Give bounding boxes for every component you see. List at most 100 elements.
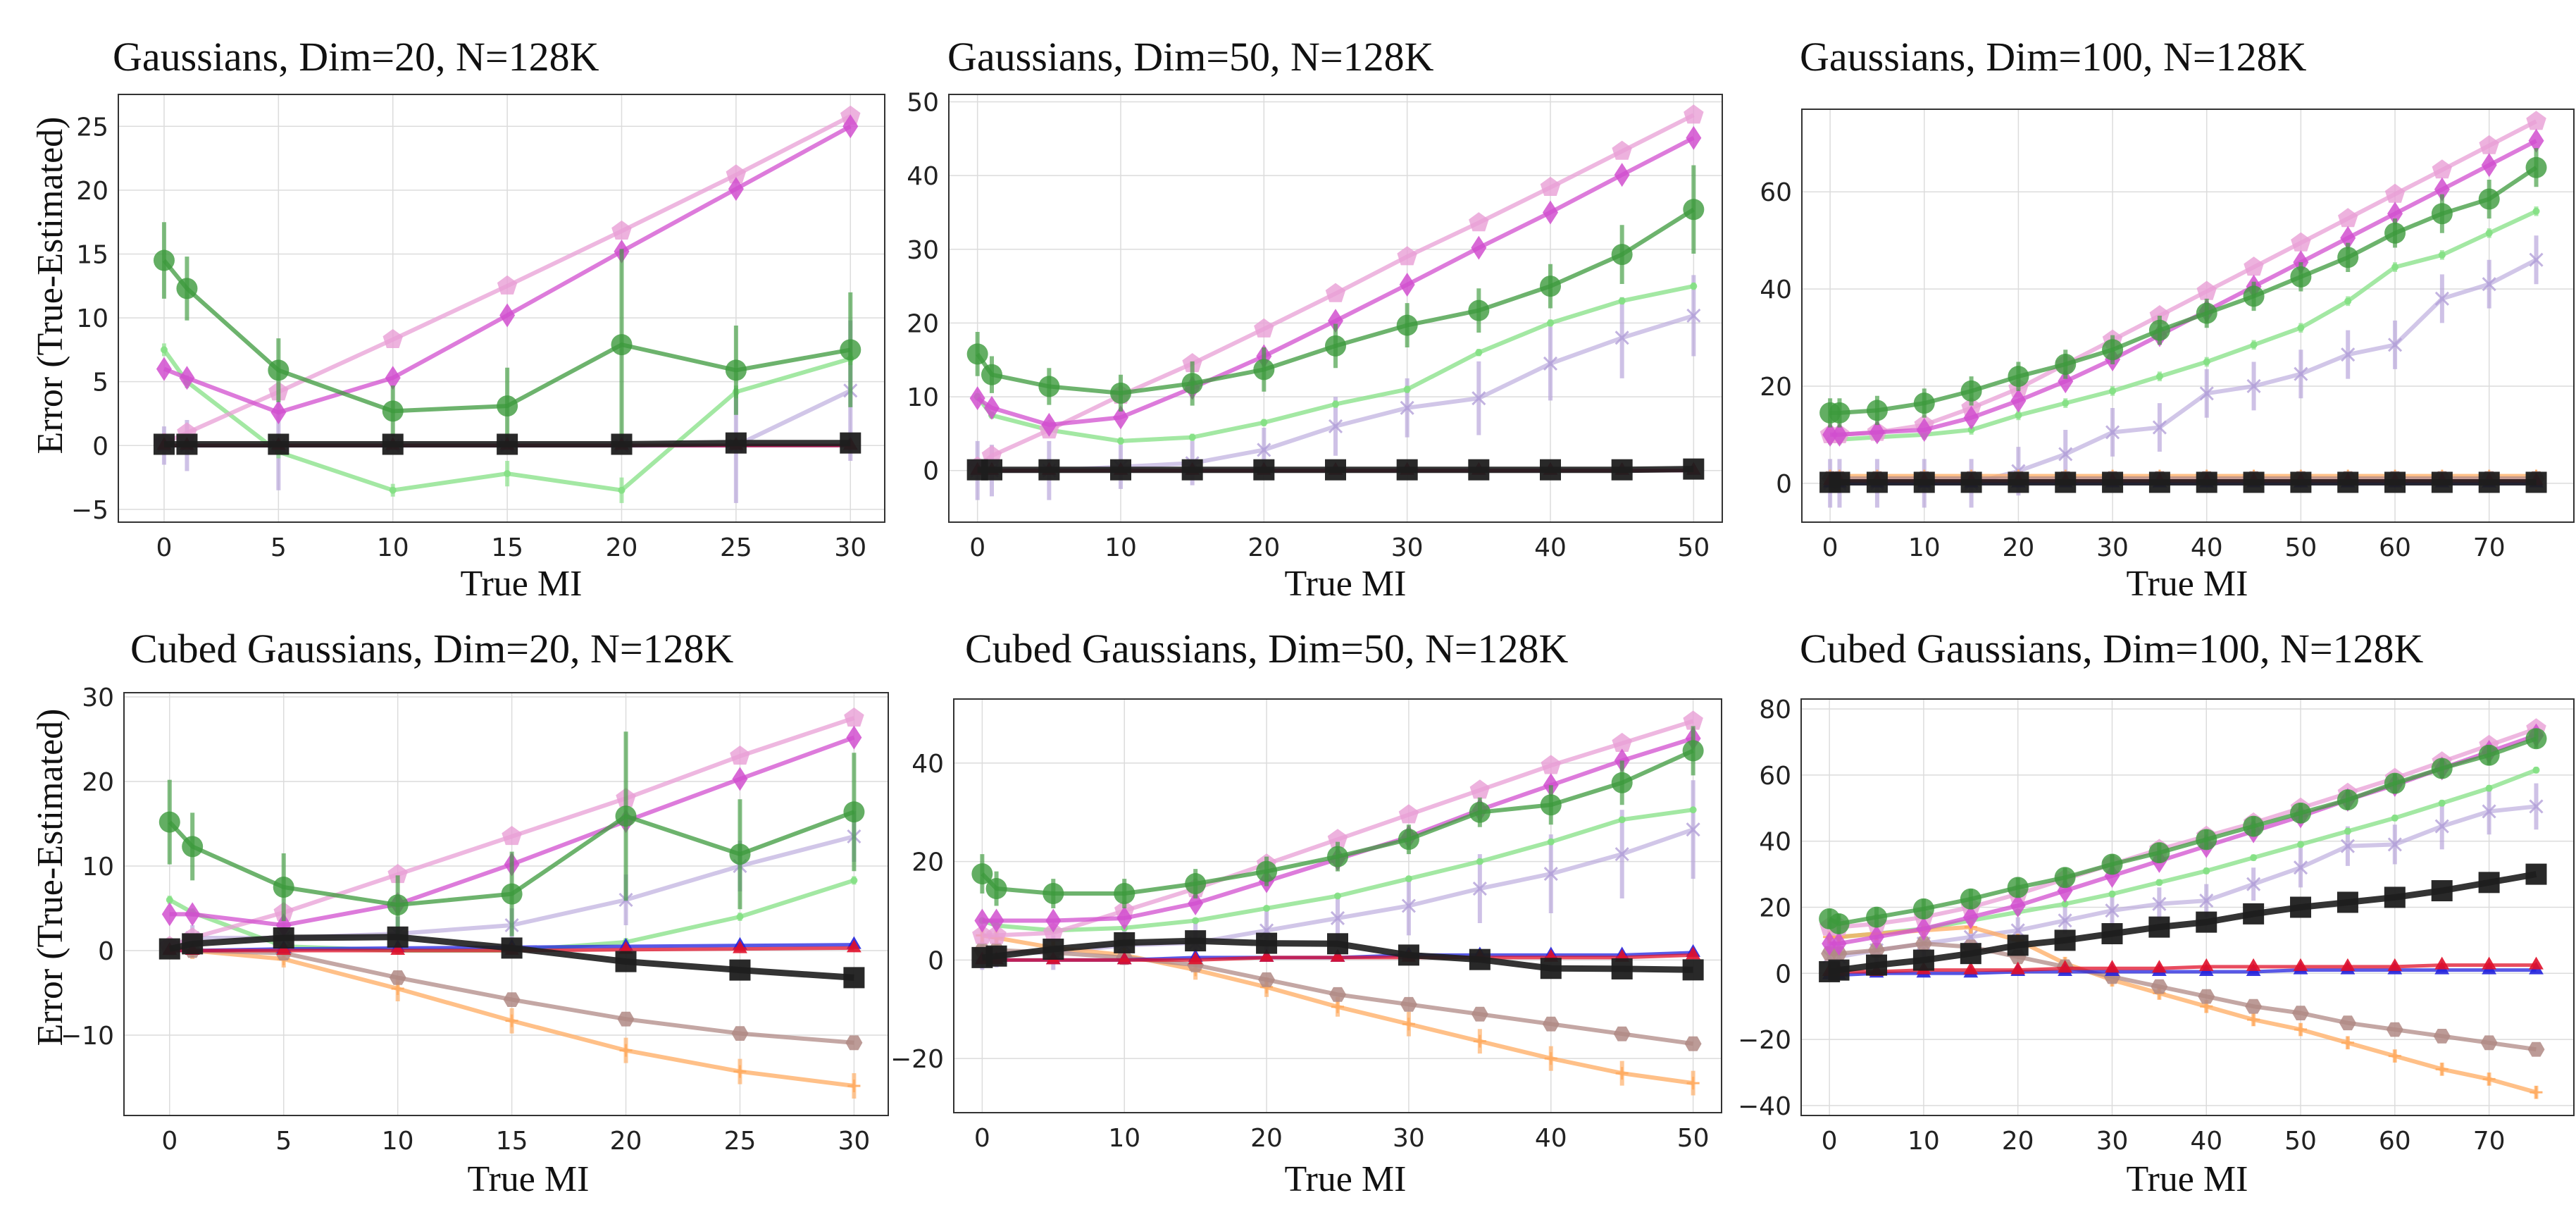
series-line [168, 810, 855, 908]
data-point [1615, 1067, 1629, 1080]
data-point [1114, 883, 1135, 905]
data-point [390, 942, 405, 955]
data-point [153, 433, 175, 455]
data-point [1256, 932, 1278, 954]
data-point [2344, 297, 2352, 305]
data-point [1185, 930, 1207, 952]
data-point [1468, 459, 1490, 481]
data-point [1117, 437, 1124, 445]
data-point [2290, 896, 2312, 918]
data-point [1400, 400, 1414, 415]
data-point [1472, 881, 1487, 896]
y-tick-label: 10 [907, 383, 939, 412]
data-point [1614, 163, 1630, 187]
data-point [1686, 308, 1701, 323]
y-tick-label: 0 [92, 432, 108, 461]
data-point [2435, 1063, 2449, 1076]
data-point [618, 486, 626, 494]
data-point [1188, 891, 1204, 916]
data-point [2482, 277, 2496, 292]
data-point [2482, 1072, 2496, 1086]
data-point [501, 937, 523, 959]
data-point [1612, 140, 1632, 160]
data-point [1960, 943, 1981, 965]
y-tick-label: −20 [1738, 1026, 1791, 1055]
data-point [389, 970, 406, 985]
plot-area-0: 0 5 10 15 20 25 30 −5 0 5 10 15 20 25 [71, 94, 885, 562]
data-point [2340, 839, 2355, 853]
data-point [1253, 459, 1275, 481]
data-point [1397, 246, 1417, 266]
data-point [1869, 925, 1885, 949]
data-point [2148, 319, 2170, 341]
data-point [1540, 459, 1561, 481]
data-point [158, 811, 180, 833]
x-tick-label: 25 [720, 533, 752, 562]
x-tick-label: 10 [1908, 1127, 1940, 1156]
data-point [2290, 471, 2312, 493]
data-point [502, 826, 522, 846]
data-point [2387, 958, 2403, 971]
data-point [1614, 330, 1629, 345]
data-point [732, 767, 748, 791]
y-tick-label: 20 [1760, 373, 1792, 402]
data-point [1402, 1018, 1415, 1031]
data-point [1325, 335, 1346, 357]
series-line [1830, 139, 2537, 437]
x-tick-label: 20 [2002, 1127, 2034, 1156]
data-point [2341, 347, 2356, 362]
series-line [168, 934, 854, 981]
data-point [2387, 338, 2403, 352]
data-point [185, 902, 201, 927]
data-point [2203, 867, 2210, 874]
data-point [2199, 386, 2214, 401]
data-point [153, 249, 175, 271]
data-point [2384, 183, 2406, 203]
data-point [1114, 932, 1135, 953]
x-tick-label: 30 [1391, 533, 1424, 562]
data-point [2203, 358, 2210, 366]
data-point [2010, 923, 2025, 938]
data-point [1686, 125, 1702, 150]
data-point [387, 894, 409, 916]
data-point [2434, 177, 2450, 202]
series-line [163, 114, 852, 445]
data-point [1960, 471, 1982, 493]
data-point [2340, 225, 2356, 250]
data-point [1327, 933, 1348, 955]
data-point [969, 386, 985, 411]
data-point [1831, 422, 1848, 447]
series-black-square [153, 432, 861, 455]
plot-area-1: 0 10 20 30 40 50 0 10 20 30 40 50 [907, 88, 1723, 562]
data-point [2290, 266, 2312, 288]
data-point [160, 346, 168, 354]
data-point [2196, 471, 2217, 493]
x-tick-label: 50 [1677, 533, 1710, 562]
data-point [2101, 853, 2123, 875]
data-point [2337, 789, 2358, 811]
data-point [499, 303, 516, 328]
x-tick-label: 5 [275, 1127, 292, 1156]
data-point [2525, 863, 2547, 885]
data-point [2196, 302, 2217, 324]
plot-frame [118, 94, 885, 523]
data-point [2480, 1035, 2498, 1051]
x-tick-label: 40 [2190, 1127, 2222, 1156]
y-tick-label: 5 [92, 369, 108, 397]
data-point [2055, 471, 2077, 493]
panel-gaussians-dim100: Gaussians, Dim=100, N=128K True MI [1800, 34, 2307, 604]
series-darkgreen-circle [158, 731, 865, 936]
data-point [1260, 419, 1268, 426]
data-point [1476, 858, 1483, 865]
series-line [1829, 925, 2537, 1095]
data-point [1181, 373, 1203, 395]
x-tick-label: 20 [2003, 533, 2035, 562]
data-point [611, 334, 633, 356]
data-point [1611, 772, 1633, 793]
data-point [2388, 1049, 2401, 1063]
data-point [2007, 877, 2029, 898]
series-line [1829, 804, 2537, 959]
series-black-square [158, 926, 865, 989]
series-darkgreen-circle [1819, 148, 2547, 428]
data-point [2525, 728, 2547, 750]
